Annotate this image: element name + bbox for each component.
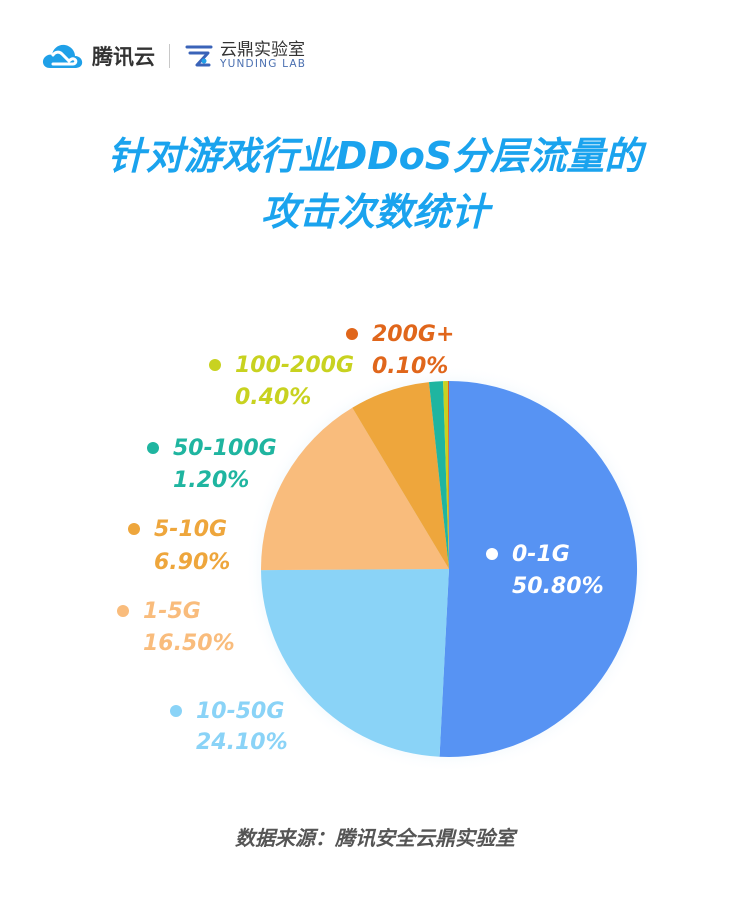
legend-marker-1-5G xyxy=(117,605,129,617)
pie-slice-50-100G xyxy=(428,381,449,569)
header-divider xyxy=(169,44,170,68)
legend-marker-10-50G xyxy=(170,705,182,717)
data-label-0-1G: 50.80% xyxy=(512,574,604,599)
data-label-1-5G: 16.50% xyxy=(143,631,235,656)
lab-name-en: YUNDING LAB xyxy=(220,58,307,71)
chart-title-line1: 针对游戏行业DDoS分层流量的 xyxy=(107,134,643,178)
chart-title-line2: 攻击次数统计 xyxy=(260,190,489,234)
brand-name: 腾讯云 xyxy=(92,45,155,69)
legend-label-0-1G: 0-1G xyxy=(512,542,570,567)
data-label-200G+: 0.10% xyxy=(372,354,448,379)
lab-name-block: 云鼎实验室 YUNDING LAB xyxy=(220,39,307,71)
data-source: 数据来源：腾讯安全云鼎实验室 xyxy=(235,826,515,850)
pie-slice-100-200G xyxy=(443,381,449,569)
legend-marker-50-100G xyxy=(147,442,159,454)
legend-label-1-5G: 1-5G xyxy=(143,599,201,624)
legend-label-10-50G: 10-50G xyxy=(196,699,284,724)
data-label-50-100G: 1.20% xyxy=(173,468,249,493)
chart-title: 针对游戏行业DDoS分层流量的 攻击次数统计 xyxy=(0,128,750,240)
data-label-10-50G: 24.10% xyxy=(196,730,288,755)
yunding-lab-logo-icon xyxy=(185,45,213,67)
legend-marker-100-200G xyxy=(209,359,221,371)
legend-label-5-10G: 5-10G xyxy=(154,517,227,542)
lab-name: 云鼎实验室 xyxy=(220,39,305,60)
pie-slice-0-1G xyxy=(439,381,638,757)
legend-label-200G+: 200G+ xyxy=(372,322,454,347)
legend-label-50-100G: 50-100G xyxy=(173,436,277,461)
pie-slice-10-50G xyxy=(261,569,449,757)
pie-slice-1-5G xyxy=(260,407,449,571)
legend-marker-5-10G xyxy=(128,523,140,535)
legend-marker-0-1G xyxy=(486,548,498,560)
data-label-5-10G: 6.90% xyxy=(154,550,230,575)
data-label-100-200G: 0.40% xyxy=(235,385,311,410)
legend-label-100-200G: 100-200G xyxy=(235,353,354,378)
header-logos: 腾讯云 云鼎实验室 YUNDING LAB xyxy=(40,36,306,76)
tencent-cloud-logo-icon xyxy=(42,44,83,68)
pie-slice-5-10G xyxy=(352,382,449,569)
legend-marker-200G+ xyxy=(346,328,358,340)
pie-slice-200G+ xyxy=(447,380,449,569)
